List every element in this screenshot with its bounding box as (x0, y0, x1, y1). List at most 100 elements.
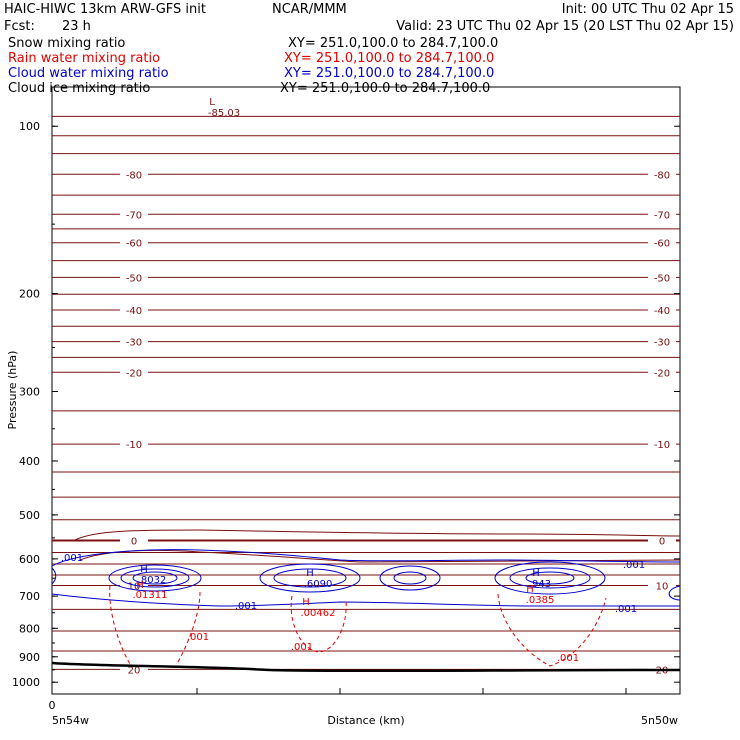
isotherm-line (51, 115, 681, 118)
isotherm-label-bg (648, 579, 676, 592)
cloud-cell-3a (379, 565, 441, 591)
rain-cell-3 (497, 593, 607, 667)
isotherm-label: 10 (656, 582, 669, 593)
isotherm-label-bg (648, 168, 676, 181)
isotherm-line (51, 409, 681, 412)
cloud-cell-5 (668, 585, 681, 601)
isotherm-label-bg (120, 271, 148, 284)
cloud-outer-contour (51, 549, 681, 567)
init-time: Init: 00 UTC Thu 02 Apr 15 (562, 2, 734, 17)
field-snow-xy: XY= 251.0,100.0 to 284.7,100.0 (288, 36, 498, 51)
isotherm-label-bg (120, 335, 148, 348)
isotherm-label-bg (648, 271, 676, 284)
isotherm-line (51, 293, 681, 296)
cloud-label-3: .001 (623, 560, 645, 571)
cloud-cell-4a (494, 561, 606, 595)
isotherm-label-bg (648, 438, 676, 451)
isotherm-line (51, 259, 681, 262)
plot-frame (51, 86, 681, 695)
isotherm-label-bg (648, 366, 676, 379)
isotherm-label: -20 (126, 368, 142, 379)
fcst-label: Fcst: (4, 19, 35, 34)
isotherm-label: -60 (126, 239, 142, 250)
y-tick-label: 400 (19, 455, 40, 468)
max-rain-2-value: .00462 (301, 608, 336, 619)
isotherm-label-bg (120, 303, 148, 316)
rain-cell-1 (109, 585, 201, 665)
isotherm-label: 20 (128, 665, 141, 676)
isotherm-label: 0 (659, 536, 665, 547)
isotherm-label: -40 (654, 306, 670, 317)
max-cloud-1-h: H (140, 564, 148, 575)
rain-contour-labels: .001 .001 .001 (187, 632, 579, 664)
isotherm-label-bg (120, 236, 148, 249)
chart-title: HAIC-HIWC 13km ARW-GFS init (4, 2, 206, 17)
isotherm-line (51, 630, 681, 632)
fcst-value: 23 h (62, 19, 91, 34)
minimum-marker: L -85.03 (208, 97, 240, 119)
x-right-label: 5n50w (641, 714, 678, 727)
isotherm-label: 10 (128, 582, 141, 593)
isotherm-label: -80 (654, 170, 670, 181)
y-tick-label: 700 (19, 590, 40, 603)
isotherm-label-bg (120, 534, 148, 547)
y-tick-label: 1000 (12, 676, 40, 689)
isotherm-label: -50 (654, 273, 670, 284)
y-tick-label: 600 (19, 553, 40, 566)
isotherm-label: -40 (126, 306, 142, 317)
rain-label-3: .001 (557, 653, 579, 664)
isotherm-line (51, 608, 681, 611)
isotherm-label: -50 (126, 273, 142, 284)
isotherm-line (51, 134, 681, 137)
max-cloud-3-value: .943 (529, 579, 551, 590)
y-tick-label: 100 (19, 120, 40, 133)
isotherm-line (51, 471, 681, 473)
field-ice-xy: XY= 251.0,100.0 to 284.7,100.0 (280, 81, 490, 96)
org-label: NCAR/MMM (272, 2, 347, 17)
isotherm-label: -70 (126, 210, 142, 221)
isotherm-label: 0 (131, 536, 137, 547)
max-cloud-1-value: .8032 (138, 575, 167, 586)
isotherm-line (51, 356, 681, 359)
isotherm-label-bg (120, 438, 148, 451)
field-cloud-name: Cloud water mixing ratio (8, 66, 169, 81)
field-rain-name: Rain water mixing ratio (8, 51, 160, 66)
y-tick-label: 800 (19, 622, 40, 635)
isotherm-label: -20 (654, 368, 670, 379)
x-origin-label: 0 (49, 699, 56, 712)
max-rain-1-h: H (136, 580, 144, 591)
isotherm-label-bg (648, 335, 676, 348)
isotherm-line (51, 518, 681, 521)
isotherm-label: -10 (654, 440, 670, 451)
isotherm-group: -80 -80 -70 -70 -60 -60 -50 -50 -40 -40 -30 -30 -20 -… (51, 115, 681, 676)
isotherm-label-bg (120, 208, 148, 221)
isotherm-label-bg (648, 208, 676, 221)
isotherm-line (51, 574, 681, 576)
cloud-label-4: .001 (615, 604, 637, 615)
isotherm-label: -80 (126, 170, 142, 181)
cloud-label-2: .001 (235, 601, 257, 612)
cloud-cell-2b (273, 568, 347, 588)
isotherm-line (51, 194, 681, 197)
ground-line (51, 661, 681, 673)
cloud-water-contours (51, 549, 681, 607)
max-cloud-2-value: .6090 (304, 579, 333, 590)
max-rain-1-value: .01311 (133, 590, 168, 601)
isotherm-label-bg (648, 303, 676, 316)
rain-cell-2 (290, 595, 347, 653)
isotherm-label-bg (120, 168, 148, 181)
max-cloud-3-h: H (532, 568, 540, 579)
cloud-cell-edge (51, 567, 57, 585)
cloud-cell-4b (509, 567, 591, 589)
isotherm-line (51, 650, 681, 652)
y-tick-label: 200 (19, 288, 40, 301)
cloud-cell-3b (393, 571, 427, 585)
rain-contours (109, 585, 607, 667)
field-ice-name: Cloud ice mixing ratio (8, 81, 150, 96)
cloud-cell-1b (120, 568, 190, 588)
isotherm-line-low (74, 529, 681, 541)
isotherm-label-bg (120, 366, 148, 379)
isotherm-line (51, 325, 681, 328)
